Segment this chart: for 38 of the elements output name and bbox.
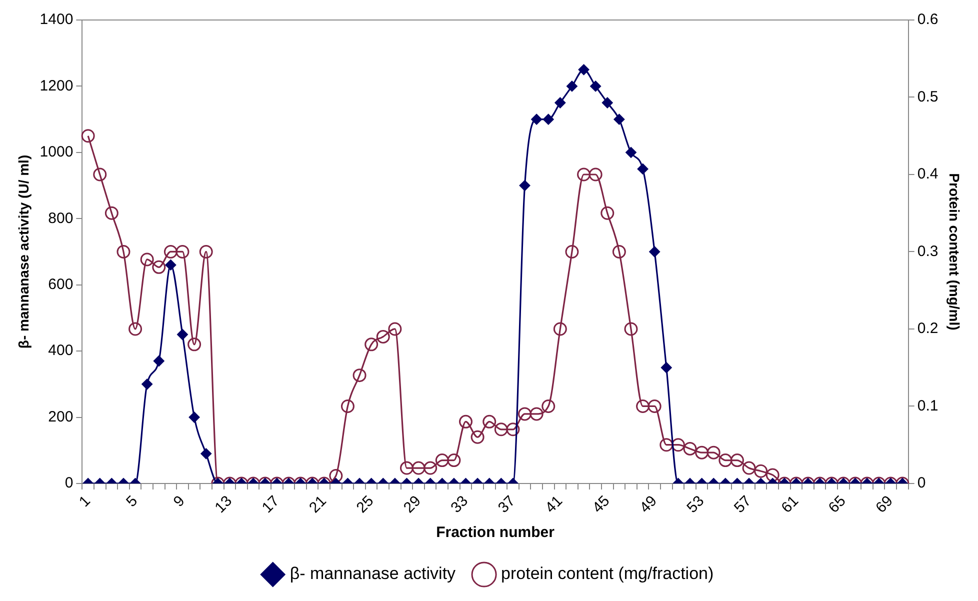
- y-tick-label: 800: [48, 210, 74, 227]
- x-axis-title: Fraction number: [436, 524, 555, 542]
- x-tick-label: 5: [123, 492, 142, 510]
- x-tick-label: 61: [778, 492, 802, 516]
- legend-label: β- mannanase activity: [290, 564, 456, 584]
- x-tick-label: 69: [872, 492, 896, 516]
- y-tick-label: 1000: [40, 144, 74, 161]
- y2-tick-label: 0.1: [917, 397, 938, 414]
- x-tick-label: 41: [542, 492, 566, 516]
- y-tick-label: 400: [48, 342, 74, 360]
- x-tick-label: 53: [684, 492, 708, 516]
- x-tick-label: 1: [76, 492, 94, 510]
- x-tick-label: 25: [353, 492, 378, 516]
- y2-tick-label: 0.2: [917, 320, 938, 338]
- x-tick-label: 37: [494, 492, 519, 516]
- y-tick-label: 1200: [40, 77, 74, 94]
- x-tick-label: 21: [306, 492, 330, 516]
- x-tick-label: 29: [400, 492, 424, 516]
- y-axis-title: β- mannanase activity (U/ ml): [15, 154, 32, 349]
- x-tick-label: 9: [170, 492, 188, 510]
- x-tick-label: 57: [730, 492, 755, 516]
- y-tick-label: 0: [64, 474, 74, 492]
- y2-tick-label: 0.5: [917, 88, 938, 106]
- y2-tick-label: 0: [917, 474, 926, 492]
- x-tick-label: 65: [825, 492, 850, 516]
- x-tick-label: 33: [448, 492, 472, 516]
- y-tick-label: 1400: [40, 11, 74, 28]
- y2-tick-label: 0.6: [917, 11, 938, 28]
- x-tick-label: 49: [636, 492, 660, 516]
- x-tick-label: 13: [212, 492, 236, 516]
- y2-axis-title: Protein content (mg/ml): [946, 173, 963, 330]
- y2-tick-label: 0.3: [917, 242, 938, 260]
- x-tick-label: 17: [258, 492, 283, 516]
- y2-tick-label: 0.4: [917, 166, 938, 183]
- y-tick-label: 600: [48, 276, 74, 293]
- x-tick-label: 45: [589, 492, 614, 516]
- legend-label: protein content (mg/fraction): [501, 564, 714, 584]
- y-tick-label: 200: [48, 408, 74, 426]
